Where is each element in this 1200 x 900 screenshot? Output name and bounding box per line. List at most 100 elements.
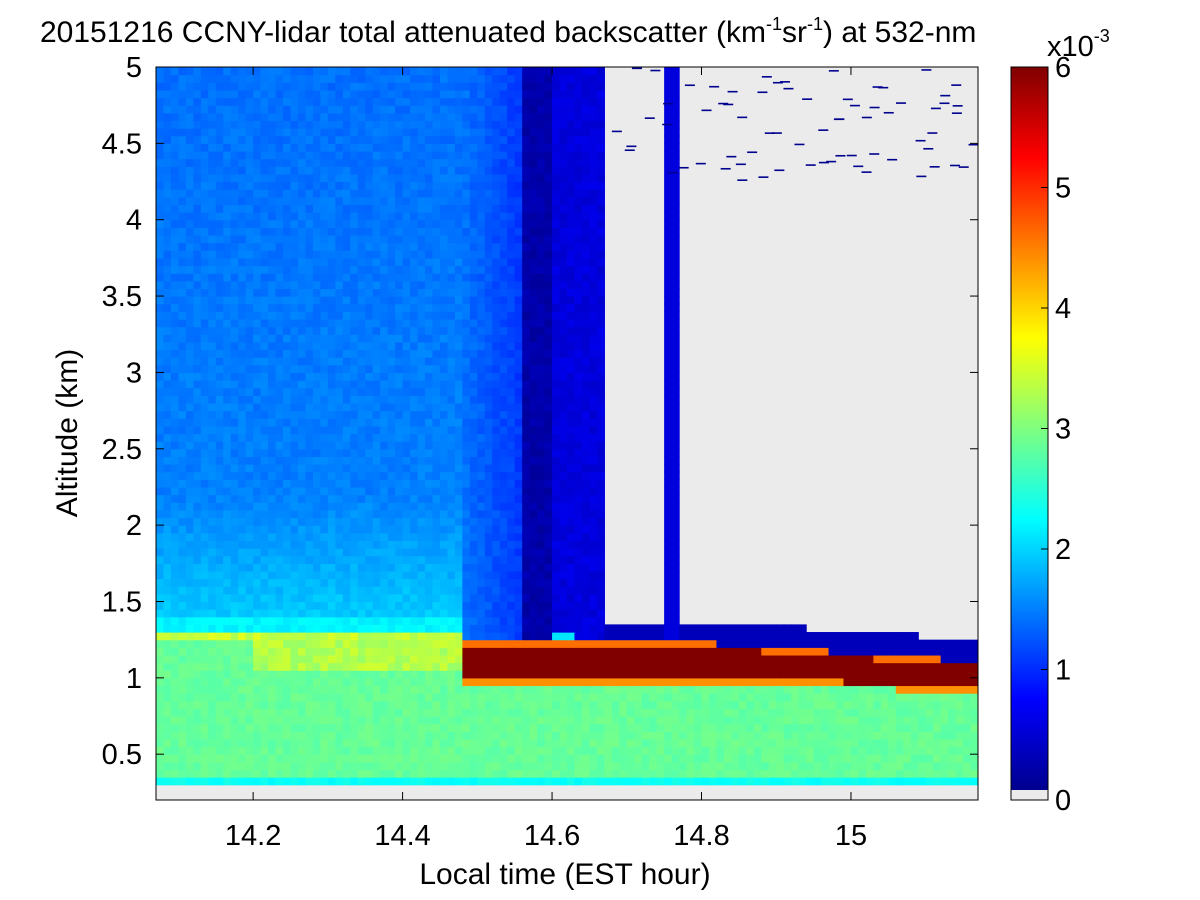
heatmap-cell xyxy=(230,105,239,114)
heatmap-cell xyxy=(387,257,396,267)
heatmap-cell xyxy=(537,166,546,175)
heatmap-cell xyxy=(432,341,441,351)
heatmap-cell xyxy=(305,708,314,717)
heatmap-cell xyxy=(387,189,396,198)
heatmap-cell xyxy=(170,311,180,320)
heatmap-cell xyxy=(462,693,471,702)
heatmap-cell xyxy=(215,616,224,625)
heatmap-cell xyxy=(432,402,441,412)
heatmap-cell xyxy=(522,563,531,572)
heatmap-cell xyxy=(484,82,493,91)
heatmap-cell xyxy=(544,677,553,687)
heatmap-cell xyxy=(170,334,180,343)
heatmap-cell xyxy=(454,700,463,709)
heatmap-cell xyxy=(320,769,329,778)
heatmap-cell xyxy=(402,677,411,687)
heatmap-cell xyxy=(156,548,165,557)
heatmap-cell xyxy=(522,670,531,679)
heatmap-cell xyxy=(320,738,329,748)
heatmap-cell xyxy=(185,486,194,496)
heatmap-cell xyxy=(462,731,471,740)
heatmap-cell xyxy=(484,387,493,396)
heatmap-cell xyxy=(215,464,224,473)
heatmap-cell xyxy=(432,502,441,511)
heatmap-cell xyxy=(402,273,411,282)
heatmap-cell xyxy=(215,639,224,648)
heatmap-cell xyxy=(215,769,224,778)
heatmap-cell xyxy=(335,677,344,687)
heatmap-cell xyxy=(275,303,284,312)
chart-title: 20151216 CCNY-lidar total attenuated bac… xyxy=(40,14,976,49)
heatmap-cell xyxy=(507,486,516,496)
heatmap-cell xyxy=(268,509,277,519)
heatmap-cell xyxy=(342,204,351,213)
heatmap-cell xyxy=(492,82,501,91)
heatmap-cell xyxy=(537,227,546,236)
heatmap-cell xyxy=(484,670,493,679)
heatmap-cell xyxy=(268,257,277,267)
heatmap-cell xyxy=(469,548,478,557)
heatmap-cell xyxy=(462,761,471,771)
heatmap-cell xyxy=(215,303,224,312)
heatmap-cell xyxy=(439,326,449,335)
heatmap-cell xyxy=(365,318,374,328)
heatmap-cell xyxy=(395,593,404,603)
heatmap-cell xyxy=(305,677,314,687)
heatmap-cell xyxy=(477,716,486,725)
heatmap-cell xyxy=(537,716,546,725)
heatmap-cell xyxy=(342,769,351,778)
heatmap-cell xyxy=(417,257,426,267)
heatmap-cell xyxy=(268,219,277,228)
heatmap-cell xyxy=(357,395,366,404)
heatmap-cell xyxy=(417,609,426,618)
heatmap-cell xyxy=(327,563,336,572)
heatmap-cell xyxy=(335,150,344,160)
heatmap-cell xyxy=(499,708,508,717)
heatmap-cell xyxy=(178,341,187,351)
heatmap-cell xyxy=(320,448,329,458)
heatmap-cell xyxy=(290,433,299,442)
heatmap-cell xyxy=(492,685,501,694)
heatmap-cell xyxy=(230,135,239,144)
heatmap-cell xyxy=(552,708,561,717)
heatmap-cell xyxy=(492,219,501,228)
heatmap-cell xyxy=(417,334,426,343)
heatmap-cell xyxy=(380,128,389,137)
heatmap-cell xyxy=(380,425,389,435)
heatmap-cell xyxy=(425,563,434,572)
heatmap-cell xyxy=(178,609,187,618)
heatmap-cell xyxy=(417,97,426,106)
heatmap-cell xyxy=(499,296,508,305)
heatmap-cell xyxy=(275,632,284,641)
heatmap-cell xyxy=(402,509,411,519)
heatmap-cell xyxy=(208,311,217,320)
heatmap-cell xyxy=(312,555,321,564)
heatmap-cell xyxy=(395,555,404,564)
heatmap-cell xyxy=(507,318,516,328)
heatmap-cell xyxy=(544,326,553,335)
heatmap-cell xyxy=(170,509,180,519)
heatmap-cell xyxy=(268,662,277,671)
heatmap-cell xyxy=(447,624,456,633)
heatmap-cell xyxy=(268,74,277,83)
heatmap-cell xyxy=(417,173,426,183)
heatmap-cell xyxy=(410,112,419,122)
heatmap-cell xyxy=(417,448,426,458)
heatmap-cell xyxy=(432,227,441,236)
heatmap-cell xyxy=(208,173,217,183)
heatmap-cell xyxy=(297,250,307,259)
heatmap-cell xyxy=(380,555,389,564)
heatmap-cell xyxy=(327,601,336,610)
heatmap-cell xyxy=(514,647,523,656)
heatmap-cell xyxy=(425,196,434,206)
heatmap-cell xyxy=(305,632,314,641)
heatmap-cell xyxy=(185,616,194,625)
heatmap-cell xyxy=(402,548,411,557)
heatmap-cell xyxy=(200,150,209,160)
heatmap-cell xyxy=(484,532,493,541)
heatmap-cell xyxy=(297,685,307,694)
heatmap-cell xyxy=(170,723,180,732)
heatmap-cell xyxy=(410,685,419,694)
heatmap-cell xyxy=(484,166,493,175)
heatmap-cell xyxy=(320,632,329,641)
